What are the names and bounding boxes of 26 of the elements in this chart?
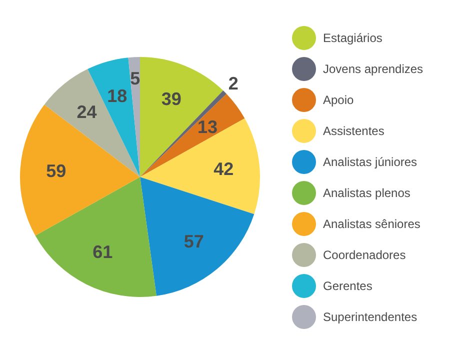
legend-label: Coordenadores [323, 248, 406, 262]
legend-label: Superintendentes [323, 310, 418, 324]
data-label: 2 [228, 74, 238, 94]
legend-label: Gerentes [323, 278, 372, 292]
data-label: 59 [46, 161, 66, 182]
data-label: 18 [107, 86, 128, 106]
data-label: 61 [92, 242, 113, 262]
legend-label: Analistas plenos [323, 186, 410, 200]
data-label: 5 [130, 68, 140, 89]
legend-label: Assistentes [323, 124, 384, 138]
legend-label: Jovens aprendizes [323, 62, 424, 76]
pie-slice [20, 104, 140, 236]
data-label: 42 [214, 158, 234, 179]
data-label: 39 [161, 89, 182, 110]
legend-label: Estagiários [323, 30, 382, 44]
data-label: 24 [76, 102, 97, 122]
pie-slice [140, 177, 254, 296]
data-label: 57 [184, 231, 204, 252]
legend-label: Analistas sêniores [323, 216, 420, 230]
pie-slice [140, 94, 245, 177]
pie-slice [44, 69, 140, 177]
pie-slice [140, 118, 260, 214]
legend-label: Apoio [323, 92, 354, 106]
pie-slice [35, 177, 156, 297]
data-label: 13 [197, 116, 218, 137]
legend-label: Analistas júniores [323, 154, 418, 168]
